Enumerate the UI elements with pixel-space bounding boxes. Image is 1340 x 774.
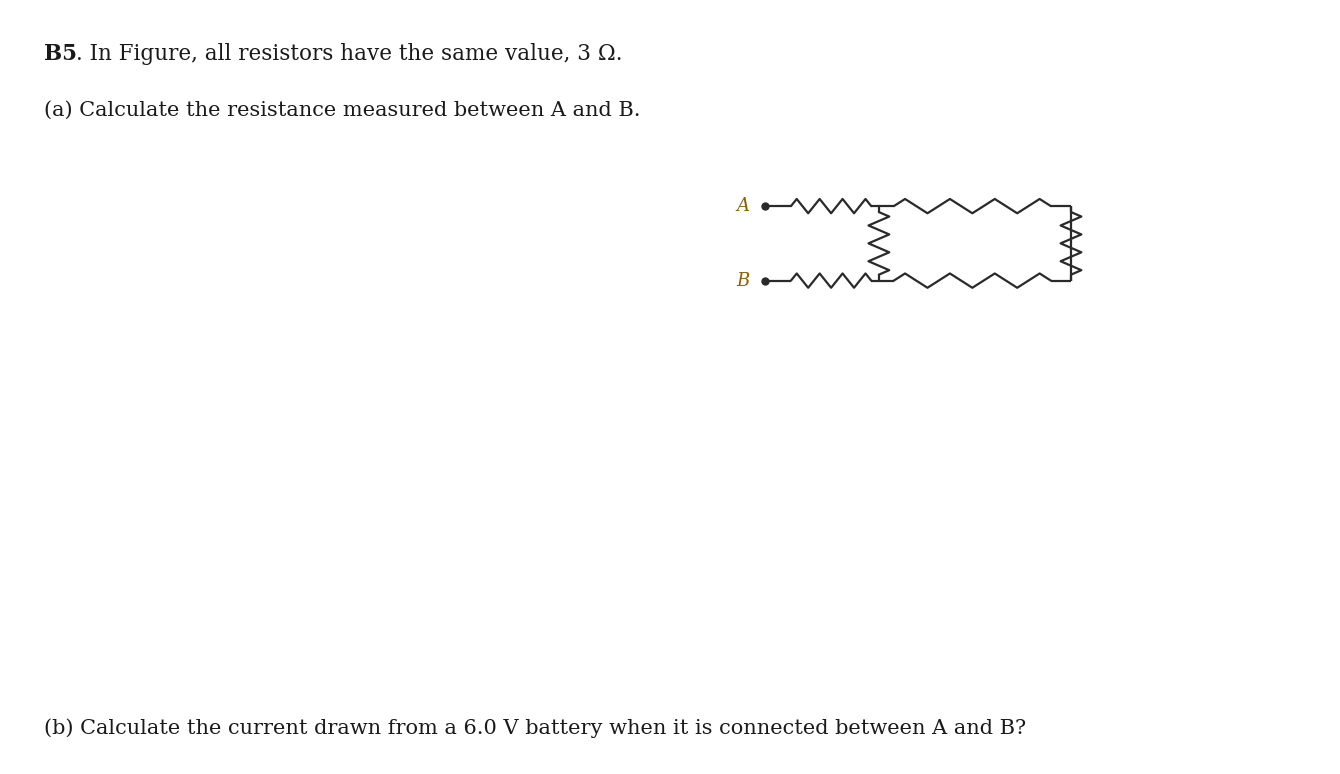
Text: (b) Calculate the current drawn from a 6.0 V battery when it is connected betwee: (b) Calculate the current drawn from a 6…: [44, 718, 1026, 738]
Text: (a) Calculate the resistance measured between A and B.: (a) Calculate the resistance measured be…: [44, 101, 641, 120]
Text: A: A: [736, 197, 749, 215]
Text: . In Figure, all resistors have the same value, 3 Ω.: . In Figure, all resistors have the same…: [76, 43, 623, 64]
Text: B: B: [736, 272, 749, 289]
Text: B5: B5: [44, 43, 78, 64]
